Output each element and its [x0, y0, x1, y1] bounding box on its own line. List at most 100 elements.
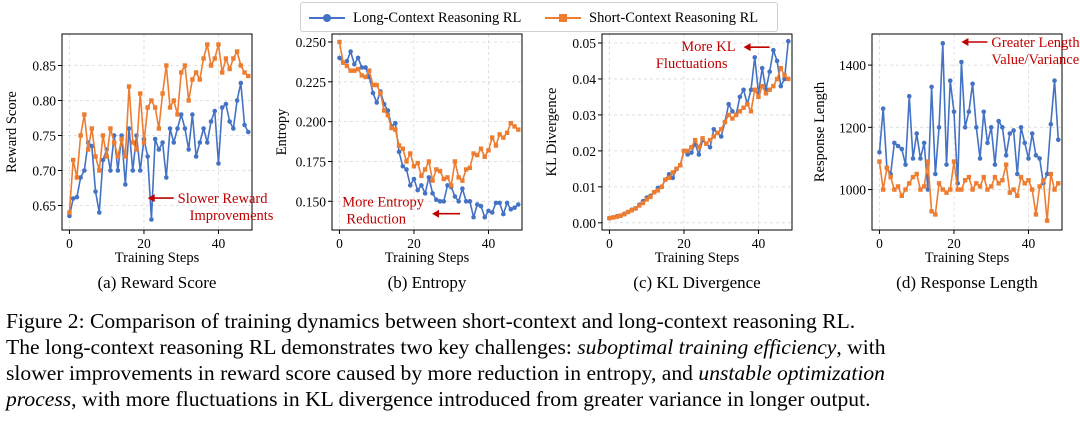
- data-point-short: [663, 177, 668, 182]
- data-point-long: [463, 199, 469, 204]
- data-point-short: [670, 170, 675, 175]
- data-point-long: [337, 55, 342, 61]
- data-point-long: [707, 144, 713, 150]
- data-point-long: [430, 191, 435, 196]
- data-point-long: [486, 208, 491, 214]
- y-tick-label: 0.04: [572, 72, 596, 87]
- data-point-long: [190, 112, 195, 117]
- data-point-short: [888, 174, 893, 180]
- legend: Long-Context Reasoning RL Short-Context …: [300, 2, 778, 32]
- data-point-short: [223, 56, 229, 61]
- data-point-short: [704, 141, 709, 146]
- annotation-arrowhead: [432, 209, 440, 218]
- data-point-long: [877, 149, 882, 155]
- data-point-long: [895, 143, 901, 149]
- data-point-short: [352, 68, 357, 73]
- legend-item-long: Long-Context Reasoning RL: [309, 7, 521, 29]
- legend-marker-short: [545, 7, 581, 29]
- data-point-short: [981, 174, 986, 180]
- series-short: [877, 159, 1061, 223]
- data-point-long: [452, 194, 458, 199]
- y-axis-label: Response Length: [812, 81, 828, 182]
- grid-lines: [332, 34, 522, 230]
- data-point-long: [774, 58, 780, 64]
- data-point-long: [407, 183, 413, 188]
- data-point-short: [437, 168, 443, 174]
- data-point-short: [921, 184, 927, 189]
- data-point-short: [97, 168, 102, 173]
- data-point-long: [193, 154, 199, 159]
- data-point-long: [126, 126, 132, 131]
- subplot-caption: (c) KL Divergence: [633, 273, 760, 292]
- caption-line-2: The long-context reasoning RL demonstrat…: [6, 335, 886, 359]
- data-point-short: [892, 187, 897, 192]
- data-point-long: [501, 211, 506, 217]
- data-point-long: [352, 61, 357, 67]
- data-point-short: [201, 56, 206, 61]
- data-point-short: [674, 166, 679, 172]
- data-point-short: [959, 187, 964, 192]
- data-point-short: [629, 208, 635, 213]
- data-point-long: [227, 119, 232, 124]
- data-point-long: [988, 125, 994, 130]
- y-tick-label: 0.05: [572, 36, 596, 51]
- data-point-long: [422, 191, 428, 196]
- data-point-short: [182, 63, 188, 68]
- data-point-long: [204, 140, 210, 145]
- data-point-long: [689, 150, 694, 155]
- data-point-short: [1033, 212, 1039, 217]
- data-point-short: [610, 215, 616, 220]
- data-point-long: [415, 187, 420, 193]
- data-point-short: [400, 146, 405, 151]
- data-point-long: [741, 87, 746, 93]
- data-point-short: [895, 184, 901, 189]
- annotation-text-line-1: Slower Reward: [178, 191, 269, 207]
- data-point-short: [111, 140, 117, 145]
- annotation-text-line-1: More Entropy: [342, 195, 424, 211]
- x-tick-label: 0: [336, 236, 343, 251]
- data-point-short: [618, 213, 623, 218]
- data-point-long: [1022, 140, 1028, 146]
- data-point-short: [404, 159, 409, 164]
- data-point-short: [344, 63, 350, 69]
- data-point-long: [906, 93, 912, 99]
- x-axis-label: Training Steps: [655, 250, 740, 266]
- data-point-long: [208, 119, 214, 124]
- y-tick-label: 0.175: [296, 154, 327, 169]
- y-tick-label: 1000: [839, 183, 866, 198]
- data-point-short: [1007, 190, 1013, 195]
- data-point-short: [696, 145, 702, 150]
- data-point-long: [1018, 125, 1024, 130]
- data-point-short: [644, 197, 649, 202]
- data-point-short: [74, 175, 80, 180]
- data-point-long: [759, 65, 765, 71]
- data-point-short: [711, 134, 716, 139]
- data-point-short: [160, 91, 165, 96]
- data-point-long: [137, 168, 143, 173]
- data-point-short: [78, 133, 83, 138]
- data-point-long: [493, 200, 499, 206]
- data-point-short: [1044, 218, 1050, 223]
- data-point-long: [962, 125, 968, 130]
- data-point-short: [989, 184, 994, 189]
- data-point-short: [516, 127, 521, 132]
- data-point-short: [977, 184, 983, 189]
- annotation-text-line-2: Reduction: [346, 212, 406, 228]
- data-point-short: [756, 94, 761, 100]
- legend-marker-long: [309, 7, 345, 29]
- data-point-short: [918, 187, 923, 192]
- data-point-long: [474, 202, 480, 207]
- subplot-caption: (a) Reward Score: [98, 273, 217, 292]
- legend-item-short: Short-Context Reasoning RL: [545, 7, 758, 29]
- data-point-long: [212, 108, 218, 114]
- data-point-short: [156, 126, 162, 131]
- data-point-long: [1011, 128, 1016, 133]
- data-point-long: [223, 101, 229, 107]
- data-point-long: [201, 126, 206, 131]
- data-point-long: [970, 81, 975, 87]
- plot-frame: [61, 33, 253, 231]
- caption-line-4: process, with more fluctuations in KL di…: [6, 387, 871, 411]
- y-tick-label: 0.01: [572, 180, 596, 195]
- data-point-long: [100, 157, 106, 163]
- data-point-long: [355, 55, 361, 61]
